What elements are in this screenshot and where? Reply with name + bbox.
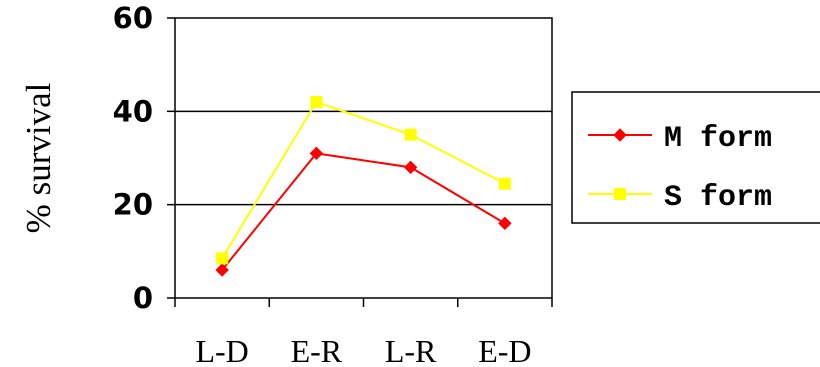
plot-area-frame — [174, 17, 553, 299]
series-line — [221, 100, 506, 259]
y-axis: 0 20 40 60 — [113, 1, 175, 315]
y-tick-label: 0 — [133, 281, 153, 315]
legend: M form S form — [571, 91, 820, 224]
series-2 — [216, 96, 511, 265]
legend-box — [571, 91, 820, 224]
data-point — [403, 160, 418, 175]
series-line — [221, 152, 506, 271]
y-axis-label: % survival — [19, 82, 58, 233]
x-tick-label: L-D — [195, 333, 248, 367]
data-point — [216, 252, 229, 265]
series-1 — [215, 146, 512, 277]
x-tick-label: L-R — [385, 333, 437, 367]
legend-marker — [614, 188, 626, 200]
y-tick-label: 60 — [113, 1, 153, 35]
legend-marker — [613, 128, 627, 142]
x-tick-label: E-D — [478, 333, 531, 367]
data-point — [498, 216, 512, 231]
data-point — [498, 177, 511, 190]
data-point — [215, 263, 229, 277]
legend-item: M form — [588, 122, 772, 156]
y-tick-label: 20 — [113, 188, 153, 222]
x-axis: L-D E-R L-R E-D — [174, 298, 553, 367]
legend-label: M form — [664, 122, 772, 156]
legend-label: S form — [664, 181, 772, 215]
x-tick-label: E-R — [291, 333, 343, 367]
legend-item: S form — [588, 181, 772, 215]
gridlines — [175, 110, 552, 206]
y-tick-label: 40 — [113, 94, 153, 128]
data-point — [309, 146, 324, 161]
data-point — [404, 128, 417, 141]
data-series — [215, 96, 512, 277]
data-point — [310, 96, 323, 108]
